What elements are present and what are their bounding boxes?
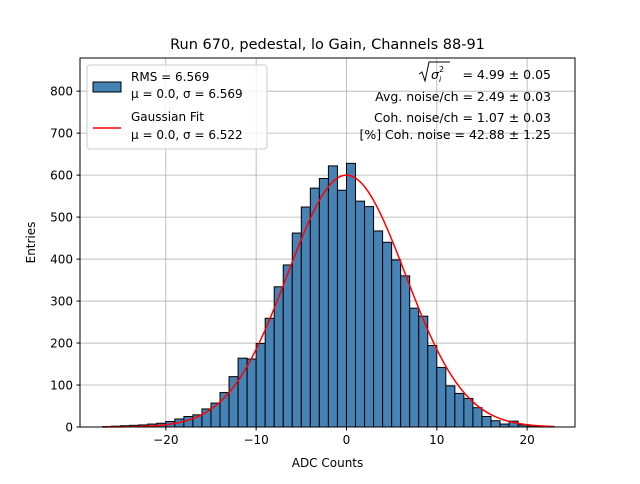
histogram-bar (346, 163, 355, 427)
histogram-bar (365, 207, 374, 427)
histogram-bar (401, 276, 410, 427)
y-tick-label: 400 (50, 253, 73, 267)
histogram-bar (328, 166, 337, 427)
histogram-bar (455, 393, 464, 427)
y-tick-label: 200 (50, 337, 73, 351)
y-tick-label: 300 (50, 295, 73, 309)
histogram-bar (392, 260, 401, 427)
histogram-bar (247, 359, 256, 427)
y-tick-label: 700 (50, 127, 73, 141)
legend-hist-line2: μ = 0.0, σ = 6.569 (131, 87, 243, 101)
avg-noise-annotation: Avg. noise/ch = 2.49 ± 0.03 (375, 89, 551, 104)
histogram-bar (310, 188, 319, 427)
histogram-bar (356, 201, 365, 427)
x-tick-label: 10 (429, 433, 444, 447)
legend: RMS = 6.569 μ = 0.0, σ = 6.569 Gaussian … (87, 65, 267, 149)
coh-noise-annotation: Coh. noise/ch = 1.07 ± 0.03 (374, 110, 551, 125)
y-axis-label: Entries (24, 222, 38, 264)
histogram-bar (473, 408, 482, 427)
legend-swatch-histogram (93, 82, 121, 92)
histogram-bar (383, 242, 392, 427)
histogram-bar (229, 377, 238, 427)
histogram-bar (374, 231, 383, 427)
histogram-bar (464, 398, 473, 427)
histogram-bar (491, 421, 500, 427)
histogram-bar (337, 190, 346, 427)
y-tick-label: 800 (50, 85, 73, 99)
coh-pct-annotation: [%] Coh. noise = 42.88 ± 1.25 (359, 127, 551, 142)
histogram-bar (283, 265, 292, 427)
histogram-bar (446, 386, 455, 427)
histogram-bar (419, 316, 428, 427)
histogram-bar (319, 178, 328, 427)
y-tick-label: 0 (65, 421, 73, 435)
legend-fit-line1: Gaussian Fit (131, 110, 204, 124)
x-axis-label: ADC Counts (292, 456, 364, 470)
y-tick-label: 600 (50, 169, 73, 183)
legend-fit-line2: μ = 0.0, σ = 6.522 (131, 128, 243, 142)
histogram-bar (301, 207, 310, 427)
histogram-bar (265, 318, 274, 427)
x-tick-label: −20 (153, 433, 178, 447)
y-tick-label: 100 (50, 379, 73, 393)
histogram-bar (410, 308, 419, 427)
histogram-bar (292, 233, 301, 427)
x-tick-label: 20 (519, 433, 534, 447)
histogram-bar (256, 343, 265, 427)
histogram-bar (482, 417, 491, 427)
histogram-bar (437, 367, 446, 427)
svg-text:2: 2 (439, 65, 444, 74)
legend-hist-line1: RMS = 6.569 (131, 70, 209, 84)
histogram-bar (274, 287, 283, 427)
sigma-annotation: = 4.99 ± 0.05 (462, 67, 551, 82)
histogram-bar (428, 346, 437, 427)
x-tick-label: 0 (343, 433, 351, 447)
y-tick-label: 500 (50, 211, 73, 225)
chart-title: Run 670, pedestal, lo Gain, Channels 88-… (170, 37, 485, 53)
x-tick-label: −10 (243, 433, 268, 447)
